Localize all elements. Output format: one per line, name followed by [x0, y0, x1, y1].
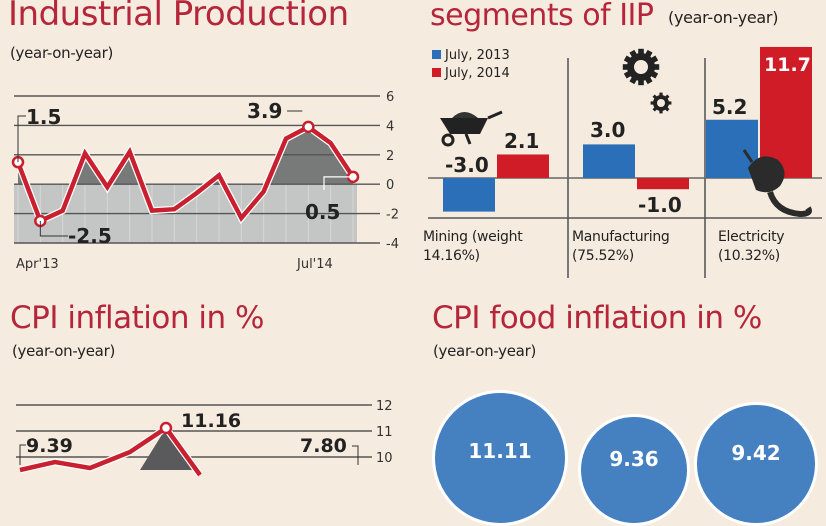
gear-icon: [650, 92, 672, 114]
bar-label: -3.0: [445, 153, 489, 177]
segments-title: segments of IIP: [430, 0, 654, 33]
iip-title: Industrial Production: [8, 0, 349, 34]
legend-label: July, 2014: [445, 66, 510, 81]
iip-y-tick: 6: [386, 90, 394, 105]
cpi-food-subtitle: (year-on-year): [433, 342, 536, 360]
iip-x-tick: Jul'14: [296, 257, 333, 272]
bubble-value: 9.42: [731, 441, 781, 465]
bubble-value: 9.36: [609, 447, 659, 471]
segment-bar: [583, 144, 635, 178]
bar-label: 5.2: [712, 95, 747, 119]
category-line: Electricity: [718, 229, 785, 245]
segments-chart: -3.0 2.1 3.0 -1.0 5.2 11.7: [428, 46, 822, 219]
legend-item-2014: July, 2014: [432, 65, 510, 83]
segment-divider: [567, 58, 569, 278]
category-label-manufacturing: Manufacturing (75.52%): [572, 228, 670, 266]
segment-bar: [443, 178, 495, 212]
iip-chart: 6 4 2 0 -2 -4 1.5 -2.5 3.9 0.5 Apr'13 Jul'14: [11, 90, 399, 272]
legend-item-2013: July, 2013: [432, 47, 510, 65]
iip-line: [15, 124, 355, 225]
bar-label: 3.0: [590, 118, 625, 142]
iip-label: 0.5: [305, 200, 340, 224]
gear-tooth: [659, 92, 663, 97]
category-line: (75.52%): [572, 248, 634, 264]
plug-cable: [767, 190, 812, 218]
bar-label: 2.1: [504, 129, 539, 153]
iip-y-tick: 4: [386, 119, 394, 134]
bubble-value: 11.11: [468, 439, 532, 463]
plug-prong: [742, 149, 754, 163]
wheelbarrow-load: [452, 112, 478, 118]
segment-bar: [497, 154, 549, 178]
plug-body: [748, 156, 785, 193]
category-label-electricity: Electricity (10.32%): [718, 228, 785, 266]
legend-label: July, 2013: [445, 48, 510, 63]
iip-y-tick: -2: [386, 208, 399, 223]
category-line: Manufacturing: [572, 229, 670, 245]
cpi-subtitle: (year-on-year): [12, 342, 115, 360]
cpi-label: 11.16: [181, 410, 241, 432]
legend-swatch-blue: [432, 50, 441, 59]
wheelbarrow-tray: [440, 118, 488, 134]
cpi-y-tick: 12: [376, 399, 393, 414]
cpi-y-tick: 11: [376, 425, 393, 440]
legend-swatch-red: [432, 68, 441, 77]
category-line: (10.32%): [718, 248, 780, 264]
iip-point-marker: [302, 120, 315, 134]
gear-tooth: [638, 78, 644, 86]
wheelbarrow-wheel: [441, 133, 455, 147]
gear-icon: [622, 48, 660, 86]
cpi-food-title: CPI food inflation in %: [432, 300, 762, 336]
gear-tooth: [638, 48, 644, 56]
food-bubble: 9.36: [578, 414, 690, 526]
wheelbarrow-handle: [487, 110, 503, 120]
wheelbarrow-icon: [440, 110, 503, 147]
bar-label: 11.7: [764, 54, 811, 76]
category-line: 14.16%): [423, 248, 480, 264]
cpi-area: [140, 428, 192, 470]
iip-leader: [323, 176, 353, 190]
gear-hole: [634, 60, 648, 74]
segments-subtitle: (year-on-year): [668, 8, 779, 27]
plug-icon: [742, 149, 812, 218]
iip-leader: [39, 220, 68, 237]
iip-leader: [17, 115, 26, 163]
cpi-line: [19, 424, 202, 477]
iip-y-tick: 0: [386, 178, 394, 193]
segment-divider: [704, 58, 706, 278]
category-label-mining: Mining (weight 14.16%): [423, 228, 523, 266]
iip-label: 3.9: [247, 99, 282, 123]
cpi-leader: [352, 445, 359, 465]
food-bubble: 9.42: [694, 402, 818, 526]
bar-label: -1.0: [638, 193, 682, 217]
food-bubble: 11.11: [432, 390, 568, 526]
cpi-title: CPI inflation in %: [10, 300, 264, 336]
cpi-leader: [19, 444, 26, 465]
iip-y-tick: -4: [386, 237, 399, 252]
legend: July, 2013 July, 2014: [432, 47, 510, 83]
cpi-point-marker: [159, 421, 173, 435]
iip-label: 1.5: [26, 105, 61, 129]
wheelbarrow-leg: [464, 133, 472, 145]
cpi-chart: 12 11 10 9.39 11.16 7.80: [16, 399, 393, 478]
segment-bar: [760, 46, 812, 179]
cpi-label: 7.80: [300, 435, 347, 457]
gear-hole: [657, 99, 665, 107]
iip-x-tick: Apr'13: [16, 257, 59, 272]
category-line: Mining (weight: [423, 229, 523, 245]
iip-y-tick: 2: [386, 149, 394, 164]
iip-subtitle: (year-on-year): [10, 44, 113, 62]
cpi-y-tick: 10: [376, 451, 393, 466]
iip-label: -2.5: [68, 224, 112, 248]
gear-tooth: [659, 109, 663, 114]
cpi-label: 9.39: [26, 435, 73, 457]
segment-bar: [637, 178, 689, 190]
